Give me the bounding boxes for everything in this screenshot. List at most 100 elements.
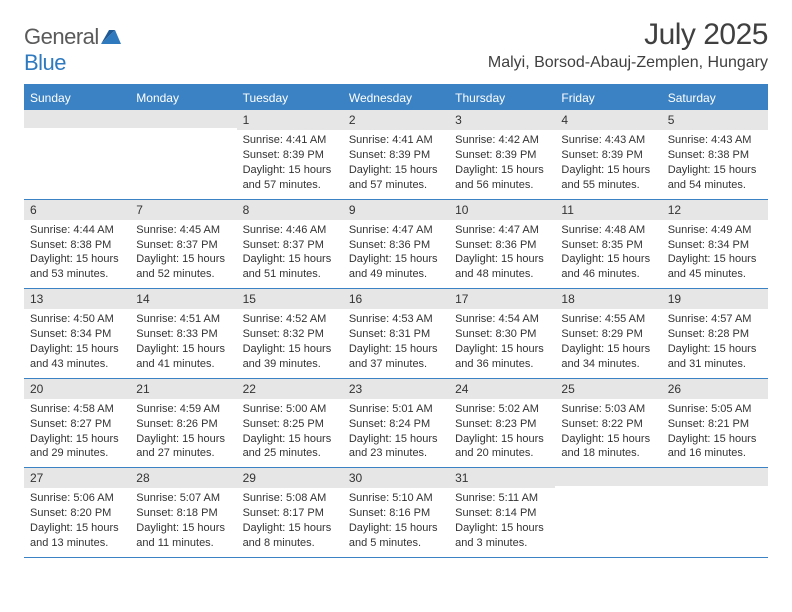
daylight-line: Daylight: 15 hours and 34 minutes. — [561, 342, 655, 372]
dow-thursday: Thursday — [449, 86, 555, 110]
day-cell: 12Sunrise: 4:49 AMSunset: 8:34 PMDayligh… — [662, 200, 768, 289]
sunset-line: Sunset: 8:32 PM — [243, 327, 337, 342]
sunset-line: Sunset: 8:26 PM — [136, 417, 230, 432]
sunset-line: Sunset: 8:39 PM — [561, 148, 655, 163]
dow-sunday: Sunday — [24, 86, 130, 110]
day-cell: 2Sunrise: 4:41 AMSunset: 8:39 PMDaylight… — [343, 110, 449, 199]
day-number: 29 — [237, 468, 343, 488]
day-body: Sunrise: 5:01 AMSunset: 8:24 PMDaylight:… — [343, 399, 449, 467]
sunset-line: Sunset: 8:14 PM — [455, 506, 549, 521]
day-cell: 27Sunrise: 5:06 AMSunset: 8:20 PMDayligh… — [24, 468, 130, 557]
day-cell: 25Sunrise: 5:03 AMSunset: 8:22 PMDayligh… — [555, 379, 661, 468]
sunrise-line: Sunrise: 5:08 AM — [243, 491, 337, 506]
daylight-line: Daylight: 15 hours and 45 minutes. — [668, 252, 762, 282]
daylight-line: Daylight: 15 hours and 55 minutes. — [561, 163, 655, 193]
day-body: Sunrise: 4:48 AMSunset: 8:35 PMDaylight:… — [555, 220, 661, 288]
day-number: 31 — [449, 468, 555, 488]
day-body: Sunrise: 5:10 AMSunset: 8:16 PMDaylight:… — [343, 488, 449, 556]
sunset-line: Sunset: 8:27 PM — [30, 417, 124, 432]
sunrise-line: Sunrise: 4:42 AM — [455, 133, 549, 148]
day-body: Sunrise: 4:41 AMSunset: 8:39 PMDaylight:… — [237, 130, 343, 198]
day-cell — [24, 110, 130, 199]
sunset-line: Sunset: 8:22 PM — [561, 417, 655, 432]
sunrise-line: Sunrise: 5:10 AM — [349, 491, 443, 506]
day-body: Sunrise: 5:05 AMSunset: 8:21 PMDaylight:… — [662, 399, 768, 467]
calendar-grid: Sunday Monday Tuesday Wednesday Thursday… — [24, 84, 768, 558]
daylight-line: Daylight: 15 hours and 57 minutes. — [349, 163, 443, 193]
day-body: Sunrise: 4:51 AMSunset: 8:33 PMDaylight:… — [130, 309, 236, 377]
sunrise-line: Sunrise: 5:01 AM — [349, 402, 443, 417]
day-cell: 30Sunrise: 5:10 AMSunset: 8:16 PMDayligh… — [343, 468, 449, 557]
sunset-line: Sunset: 8:36 PM — [349, 238, 443, 253]
sunset-line: Sunset: 8:37 PM — [136, 238, 230, 253]
day-number: 14 — [130, 289, 236, 309]
day-body: Sunrise: 5:06 AMSunset: 8:20 PMDaylight:… — [24, 488, 130, 556]
sunrise-line: Sunrise: 5:07 AM — [136, 491, 230, 506]
day-number: 20 — [24, 379, 130, 399]
daylight-line: Daylight: 15 hours and 49 minutes. — [349, 252, 443, 282]
sunset-line: Sunset: 8:16 PM — [349, 506, 443, 521]
daylight-line: Daylight: 15 hours and 52 minutes. — [136, 252, 230, 282]
daylight-line: Daylight: 15 hours and 37 minutes. — [349, 342, 443, 372]
location-line: Malyi, Borsod-Abauj-Zemplen, Hungary — [488, 54, 768, 72]
sunset-line: Sunset: 8:18 PM — [136, 506, 230, 521]
day-number: 22 — [237, 379, 343, 399]
calendar-page: General Blue July 2025 Malyi, Borsod-Aba… — [0, 0, 792, 558]
sunset-line: Sunset: 8:39 PM — [349, 148, 443, 163]
day-cell: 6Sunrise: 4:44 AMSunset: 8:38 PMDaylight… — [24, 200, 130, 289]
sunrise-line: Sunrise: 4:47 AM — [455, 223, 549, 238]
sunrise-line: Sunrise: 4:44 AM — [30, 223, 124, 238]
daylight-line: Daylight: 15 hours and 46 minutes. — [561, 252, 655, 282]
day-cell: 14Sunrise: 4:51 AMSunset: 8:33 PMDayligh… — [130, 289, 236, 378]
logo-word-2: Blue — [24, 50, 66, 75]
day-body: Sunrise: 4:55 AMSunset: 8:29 PMDaylight:… — [555, 309, 661, 377]
day-of-week-row: Sunday Monday Tuesday Wednesday Thursday… — [24, 86, 768, 110]
day-number: 6 — [24, 200, 130, 220]
daylight-line: Daylight: 15 hours and 36 minutes. — [455, 342, 549, 372]
day-number: 5 — [662, 110, 768, 130]
daylight-line: Daylight: 15 hours and 31 minutes. — [668, 342, 762, 372]
day-cell: 9Sunrise: 4:47 AMSunset: 8:36 PMDaylight… — [343, 200, 449, 289]
sunrise-line: Sunrise: 4:50 AM — [30, 312, 124, 327]
sunset-line: Sunset: 8:39 PM — [455, 148, 549, 163]
sunrise-line: Sunrise: 4:46 AM — [243, 223, 337, 238]
day-body: Sunrise: 4:54 AMSunset: 8:30 PMDaylight:… — [449, 309, 555, 377]
sunrise-line: Sunrise: 4:53 AM — [349, 312, 443, 327]
day-cell: 19Sunrise: 4:57 AMSunset: 8:28 PMDayligh… — [662, 289, 768, 378]
sunset-line: Sunset: 8:33 PM — [136, 327, 230, 342]
sunrise-line: Sunrise: 4:49 AM — [668, 223, 762, 238]
sunset-line: Sunset: 8:31 PM — [349, 327, 443, 342]
day-number: 27 — [24, 468, 130, 488]
day-body: Sunrise: 5:11 AMSunset: 8:14 PMDaylight:… — [449, 488, 555, 556]
day-body: Sunrise: 5:03 AMSunset: 8:22 PMDaylight:… — [555, 399, 661, 467]
sunrise-line: Sunrise: 4:54 AM — [455, 312, 549, 327]
day-cell: 4Sunrise: 4:43 AMSunset: 8:39 PMDaylight… — [555, 110, 661, 199]
daylight-line: Daylight: 15 hours and 57 minutes. — [243, 163, 337, 193]
sunrise-line: Sunrise: 4:41 AM — [349, 133, 443, 148]
day-cell: 23Sunrise: 5:01 AMSunset: 8:24 PMDayligh… — [343, 379, 449, 468]
day-number: 26 — [662, 379, 768, 399]
sunset-line: Sunset: 8:39 PM — [243, 148, 337, 163]
day-number: 30 — [343, 468, 449, 488]
logo-triangle-icon — [101, 24, 121, 50]
sunset-line: Sunset: 8:35 PM — [561, 238, 655, 253]
week-row: 13Sunrise: 4:50 AMSunset: 8:34 PMDayligh… — [24, 289, 768, 379]
sunset-line: Sunset: 8:30 PM — [455, 327, 549, 342]
dow-saturday: Saturday — [662, 86, 768, 110]
daylight-line: Daylight: 15 hours and 5 minutes. — [349, 521, 443, 551]
dow-wednesday: Wednesday — [343, 86, 449, 110]
sunrise-line: Sunrise: 4:48 AM — [561, 223, 655, 238]
day-cell: 13Sunrise: 4:50 AMSunset: 8:34 PMDayligh… — [24, 289, 130, 378]
day-number: 1 — [237, 110, 343, 130]
sunrise-line: Sunrise: 5:03 AM — [561, 402, 655, 417]
day-body — [130, 128, 236, 137]
day-number: 28 — [130, 468, 236, 488]
day-number: 15 — [237, 289, 343, 309]
day-body: Sunrise: 4:44 AMSunset: 8:38 PMDaylight:… — [24, 220, 130, 288]
daylight-line: Daylight: 15 hours and 48 minutes. — [455, 252, 549, 282]
sunrise-line: Sunrise: 4:57 AM — [668, 312, 762, 327]
day-number: 17 — [449, 289, 555, 309]
daylight-line: Daylight: 15 hours and 23 minutes. — [349, 432, 443, 462]
day-number: 4 — [555, 110, 661, 130]
sunrise-line: Sunrise: 4:52 AM — [243, 312, 337, 327]
